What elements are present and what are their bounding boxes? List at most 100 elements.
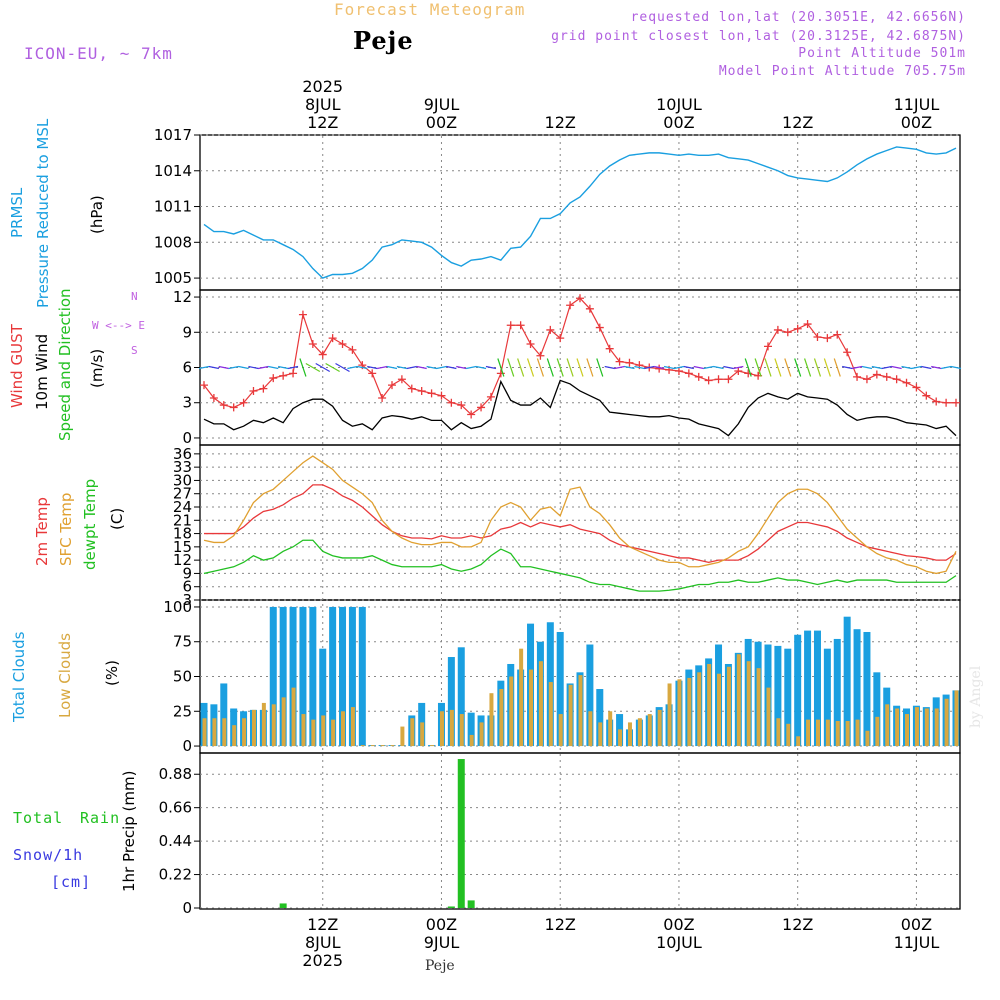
low-cloud-bar: [687, 677, 692, 747]
low-cloud-bar: [637, 718, 642, 747]
total-cloud-bar: [853, 629, 861, 747]
total-cloud-bar: [289, 606, 297, 747]
low-cloud-bar: [558, 714, 563, 747]
compass-s: S: [131, 344, 138, 357]
low-cloud-bar: [390, 745, 395, 747]
time-label-bottom: 00Z: [901, 915, 932, 934]
y-tick-label: 0.66: [159, 799, 192, 817]
wind-direction-arrow: [299, 358, 307, 377]
gust-marker: [289, 369, 298, 378]
gust-marker: [803, 320, 812, 329]
total-cloud-bar: [329, 606, 337, 747]
wind-direction-arrow: [861, 365, 873, 370]
gust-marker: [783, 328, 792, 337]
wind-direction-arrow: [238, 365, 249, 370]
wind-direction-arrow: [258, 365, 269, 370]
low-cloud-bar: [608, 711, 613, 747]
low-cloud-bar: [301, 714, 306, 747]
low-cloud-bar: [697, 672, 702, 747]
low-cloud-bar: [331, 719, 336, 747]
pressure-line: [203, 146, 957, 279]
gust-marker: [249, 386, 258, 395]
gust-marker: [556, 334, 565, 343]
gust-marker: [882, 372, 891, 381]
gust-marker: [704, 376, 713, 385]
wind-direction-arrow: [881, 365, 892, 370]
total-cloud-bar: [556, 631, 564, 747]
low-cloud-bar: [954, 690, 959, 747]
y-tick-label: 12: [173, 551, 192, 569]
y-tick-label: 33: [173, 458, 192, 476]
low-cloud-bar: [825, 719, 830, 747]
low-cloud-bar: [845, 721, 850, 747]
y-tick-label: 0.88: [159, 765, 192, 783]
low-cloud-bar: [627, 722, 632, 747]
low-cloud-bar: [647, 714, 652, 747]
wind-direction-arrow: [446, 365, 457, 370]
gust-marker: [516, 321, 525, 330]
gust-marker: [427, 389, 436, 398]
wind-direction-arrow: [396, 365, 408, 370]
y-tick-label: 9: [182, 323, 192, 341]
wind-unit: (m/s): [88, 348, 106, 388]
low-cloud-bar: [875, 716, 880, 747]
time-label-top: 2025: [302, 77, 343, 96]
low-cloud-bar: [439, 711, 444, 747]
wind-direction-arrow: [367, 365, 378, 370]
y-tick-label: 6: [182, 578, 192, 596]
wind-direction-arrow: [376, 365, 388, 370]
wind-direction-arrow: [198, 365, 210, 370]
sfc-label: SFC Temp: [57, 492, 75, 566]
y-tick-label: 1008: [154, 233, 192, 251]
wind-direction-arrow: [784, 358, 792, 377]
gust-marker: [200, 381, 208, 390]
gust-marker: [447, 398, 456, 407]
wind-direction-arrow: [842, 365, 853, 370]
wind-direction-arrow: [507, 358, 515, 377]
time-label-top: 00Z: [663, 113, 694, 132]
wind-direction-arrow: [911, 365, 922, 370]
wind-direction-arrow: [673, 365, 685, 370]
low-cloud-bar: [420, 722, 425, 747]
low-cloud-bar: [924, 708, 929, 747]
wind-direction-arrow: [228, 365, 239, 370]
low-cloud-bar: [865, 730, 870, 747]
wind-direction-arrow: [851, 365, 863, 370]
gust-marker: [872, 370, 881, 379]
wind-direction-arrow: [278, 365, 289, 370]
t2m-line: [204, 484, 957, 564]
low-cloud-bar: [717, 673, 722, 747]
low-cloud-bar: [261, 702, 266, 747]
rain-label-total: Total: [13, 809, 64, 827]
total-cloud-bar: [863, 631, 871, 747]
low-cloud-bar: [529, 669, 534, 747]
rain-bar: [467, 900, 475, 908]
total-cloud-bar: [319, 648, 327, 747]
wind-line: [203, 379, 957, 437]
gust-marker: [585, 304, 594, 313]
low-cloud-bar: [321, 715, 326, 747]
low-cloud-bar: [588, 711, 593, 747]
wind-direction-arrow: [248, 365, 259, 370]
gust-marker: [793, 324, 802, 333]
low-cloud-bar: [736, 654, 741, 747]
gust-marker: [724, 375, 733, 384]
gust-marker: [922, 391, 931, 400]
low-cloud-bar: [281, 697, 286, 747]
low-cloud-bar: [677, 679, 682, 747]
time-label-bottom: 8JUL: [305, 933, 341, 952]
time-label-bottom: 12Z: [545, 915, 576, 934]
wind-direction-arrow: [901, 365, 912, 370]
low-cloud-bar: [657, 709, 662, 747]
wind-direction-arrow: [305, 362, 321, 373]
wind-direction-arrow: [823, 358, 831, 377]
time-label-bottom: 11JUL: [894, 933, 940, 952]
y-tick-label: 15: [173, 538, 192, 556]
gust-marker: [773, 325, 782, 334]
wind-direction-arrow: [654, 365, 665, 370]
low-cloud-bar: [806, 719, 811, 747]
dewpt-line: [203, 539, 957, 592]
total-cloud-bar: [873, 672, 881, 747]
y-tick-label: 1005: [154, 269, 192, 287]
